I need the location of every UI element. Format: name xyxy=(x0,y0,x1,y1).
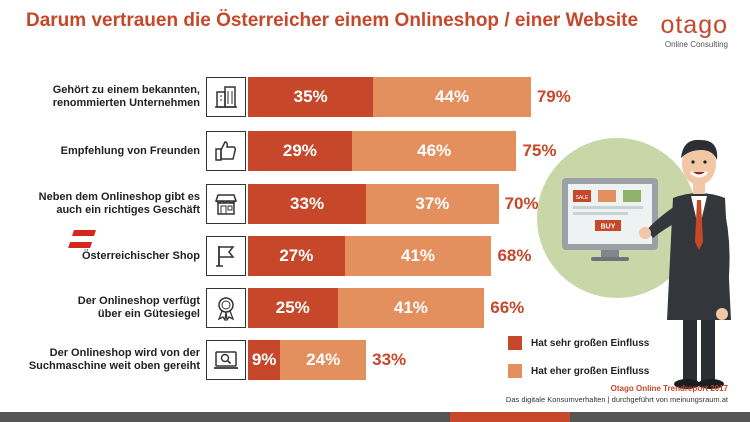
businessman-illustration: SALE BUY xyxy=(537,138,731,389)
chart-legend: Hat sehr großen Einfluss Hat eher großen… xyxy=(508,333,649,381)
bar-segment-rather: 37% xyxy=(366,184,499,224)
footer-title: Otago Online Trendreport 2017 xyxy=(610,384,728,393)
red-tie xyxy=(695,200,703,250)
face xyxy=(682,143,716,185)
bar-segment-strong: 9% xyxy=(248,340,281,380)
bar-segment-strong: 27% xyxy=(248,236,345,276)
sale-badge: SALE xyxy=(576,195,589,201)
legend-label: Hat sehr großen Einfluss xyxy=(531,337,650,349)
bar-total-label: 75% xyxy=(522,141,557,160)
legend-swatch xyxy=(508,364,522,378)
bar-total-label: 33% xyxy=(372,350,407,369)
bar-total-label: 70% xyxy=(504,194,539,213)
category-label: Empfehlung von Freunden xyxy=(60,144,200,157)
footer-source: Otago Online Trendreport 2017 Das digita… xyxy=(506,384,728,404)
austria-flag-icon xyxy=(68,230,96,248)
logo-word: otago xyxy=(660,11,728,39)
chart-row: Der Onlineshop wird von der Suchmaschine … xyxy=(0,340,750,380)
legend-swatch xyxy=(508,336,522,350)
suit-jacket xyxy=(667,193,731,320)
bar-segment-strong: 29% xyxy=(248,131,352,171)
chart-row: Der Onlineshop verfügt über ein Gütesiege… xyxy=(0,288,750,328)
footer-subtitle: Das digitale Konsumverhalten | durchgefü… xyxy=(505,395,728,404)
building-icon xyxy=(206,77,246,117)
bar-total-label: 66% xyxy=(490,298,525,317)
bar-segment-strong: 35% xyxy=(248,77,374,117)
bar-segment-rather: 44% xyxy=(373,77,531,117)
logo-subtitle: Online Consulting xyxy=(664,40,728,49)
chart-row: Neben dem Onlineshop gibt es auch ein ric… xyxy=(0,184,750,224)
category-label: Der Onlineshop wird von der Suchmaschine … xyxy=(28,347,200,372)
legend-item-rather: Hat eher großen Einfluss xyxy=(508,361,649,381)
store-icon xyxy=(206,184,246,224)
chart-row: Gehört zu einem bekannten, renommierten U… xyxy=(0,77,750,117)
flag-icon xyxy=(206,236,246,276)
page-title: Darum vertrauen die Österreicher einem O… xyxy=(26,10,639,31)
chart-row: Österreichischer Shop 27% 41% 68% xyxy=(0,236,750,276)
bottom-strip xyxy=(0,412,750,422)
hair xyxy=(681,139,718,160)
legend-item-strong: Hat sehr großen Einfluss xyxy=(508,333,649,353)
bar-segment-strong: 25% xyxy=(248,288,338,328)
buy-badge: BUY xyxy=(601,224,616,231)
category-label: Der Onlineshop verfügt über ein Gütesiege… xyxy=(77,295,200,320)
chart-row: Empfehlung von Freunden 29% 46% 75% xyxy=(0,131,750,171)
bar-segment-rather: 46% xyxy=(351,131,517,171)
bar-segment-rather: 41% xyxy=(344,236,492,276)
bar-segment-rather: 41% xyxy=(337,288,485,328)
brand-logo: otago Online Consulting xyxy=(660,12,728,49)
bar-total-label: 79% xyxy=(536,87,571,106)
seal-icon xyxy=(206,288,246,328)
category-label: Neben dem Onlineshop gibt es auch ein ric… xyxy=(38,191,200,216)
bar-segment-rather: 24% xyxy=(280,340,367,380)
search-screen-icon xyxy=(206,340,246,380)
category-label: Gehört zu einem bekannten, renommierten U… xyxy=(52,84,200,109)
legend-label: Hat eher großen Einfluss xyxy=(531,365,650,377)
bar-total-label: 68% xyxy=(497,246,532,265)
bottom-accent xyxy=(450,412,570,422)
category-label: Österreichischer Shop xyxy=(82,249,200,262)
thumbs-up-icon xyxy=(206,131,246,171)
bar-segment-strong: 33% xyxy=(248,184,367,224)
